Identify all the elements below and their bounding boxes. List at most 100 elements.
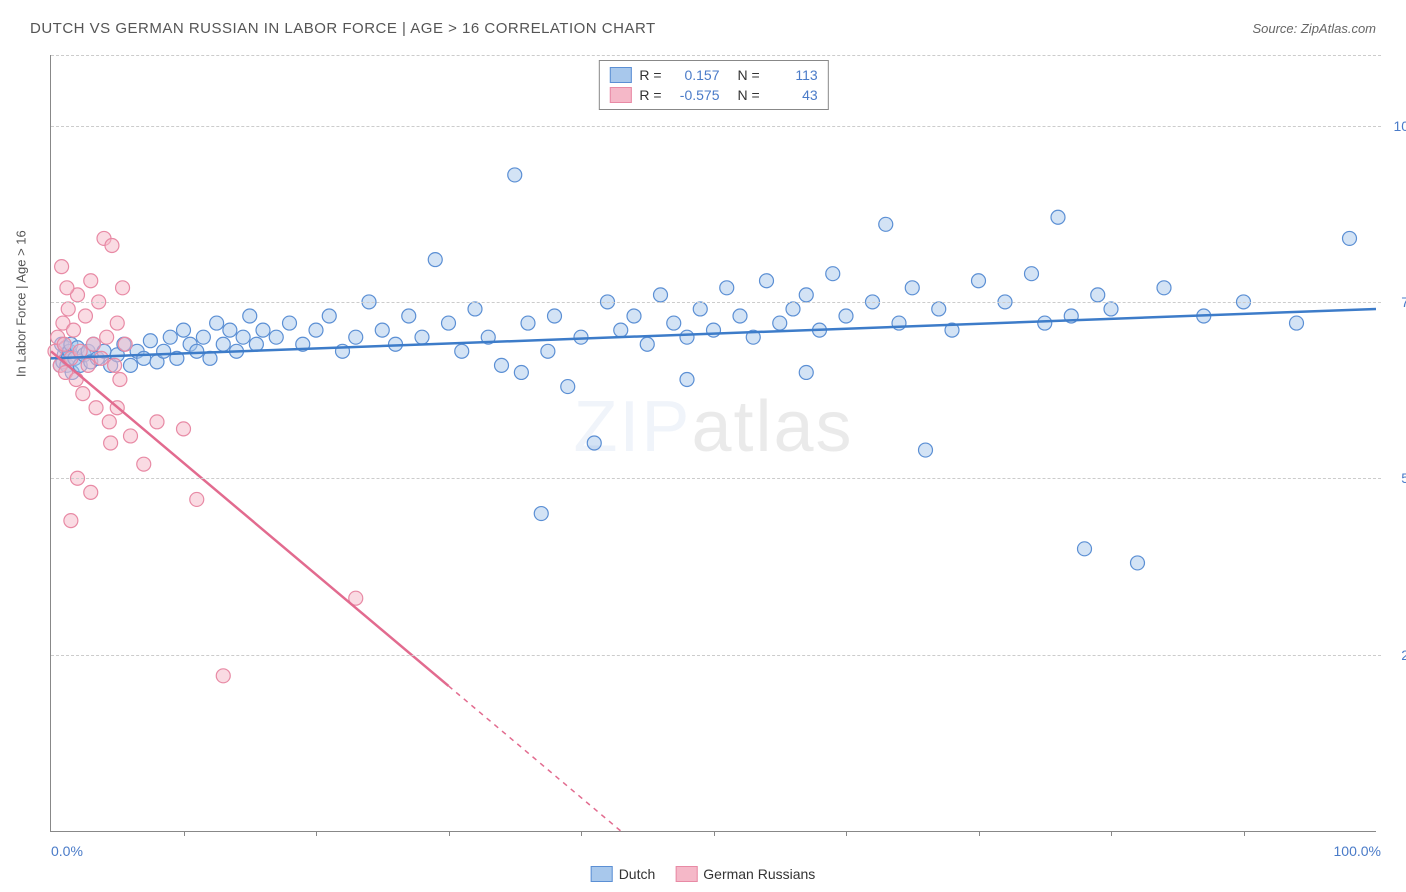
- r-label: R =: [639, 67, 661, 83]
- data-point: [640, 337, 654, 351]
- data-point: [826, 267, 840, 281]
- data-point: [102, 415, 116, 429]
- data-point: [64, 514, 78, 528]
- data-point: [508, 168, 522, 182]
- data-point: [972, 274, 986, 288]
- data-point: [84, 274, 98, 288]
- data-point: [799, 288, 813, 302]
- data-point: [177, 323, 191, 337]
- data-point: [455, 344, 469, 358]
- data-point: [541, 344, 555, 358]
- data-point: [534, 507, 548, 521]
- data-point: [786, 302, 800, 316]
- n-label: N =: [738, 67, 760, 83]
- data-point: [415, 330, 429, 344]
- data-point: [720, 281, 734, 295]
- r-value: 0.157: [670, 67, 720, 83]
- gridline: [51, 655, 1381, 656]
- n-value: 113: [768, 67, 818, 83]
- data-point: [110, 316, 124, 330]
- data-point: [1078, 542, 1092, 556]
- data-point: [256, 323, 270, 337]
- data-point: [116, 281, 130, 295]
- legend-swatch: [609, 87, 631, 103]
- n-label: N =: [738, 87, 760, 103]
- trend-line-dashed: [449, 686, 621, 831]
- data-point: [442, 316, 456, 330]
- data-point: [60, 281, 74, 295]
- y-tick-label: 100.0%: [1394, 118, 1406, 134]
- data-point: [1157, 281, 1171, 295]
- data-point: [104, 436, 118, 450]
- data-point: [137, 457, 151, 471]
- source-label: Source: ZipAtlas.com: [1252, 21, 1376, 36]
- data-point: [375, 323, 389, 337]
- data-point: [839, 309, 853, 323]
- data-point: [67, 323, 81, 337]
- data-point: [1025, 267, 1039, 281]
- gridline: [51, 126, 1381, 127]
- data-point: [309, 323, 323, 337]
- data-point: [108, 358, 122, 372]
- data-point: [124, 358, 138, 372]
- data-point: [78, 309, 92, 323]
- data-point: [190, 492, 204, 506]
- series-legend: Dutch German Russians: [591, 866, 816, 882]
- data-point: [249, 337, 263, 351]
- gridline: [51, 55, 1381, 56]
- data-point: [349, 330, 363, 344]
- chart-area: In Labor Force | Age > 16 25.0%50.0%75.0…: [50, 55, 1376, 832]
- x-tick: [979, 831, 980, 836]
- y-tick-label: 50.0%: [1401, 470, 1406, 486]
- data-point: [654, 288, 668, 302]
- legend-swatch: [609, 67, 631, 83]
- data-point: [799, 365, 813, 379]
- data-point: [216, 669, 230, 683]
- data-point: [932, 302, 946, 316]
- data-point: [94, 351, 108, 365]
- scatter-svg: [51, 55, 1376, 831]
- data-point: [157, 344, 171, 358]
- legend-item: Dutch: [591, 866, 656, 882]
- data-point: [1104, 302, 1118, 316]
- data-point: [680, 373, 694, 387]
- data-point: [514, 365, 528, 379]
- trend-line: [51, 351, 449, 686]
- data-point: [210, 316, 224, 330]
- y-tick-label: 75.0%: [1401, 294, 1406, 310]
- data-point: [55, 260, 69, 274]
- data-point: [177, 422, 191, 436]
- data-point: [521, 316, 535, 330]
- data-point: [428, 253, 442, 267]
- data-point: [137, 351, 151, 365]
- correlation-legend: R = 0.157 N = 113 R = -0.575 N = 43: [598, 60, 828, 110]
- data-point: [86, 337, 100, 351]
- data-point: [69, 373, 83, 387]
- data-point: [680, 330, 694, 344]
- data-point: [1091, 288, 1105, 302]
- data-point: [773, 316, 787, 330]
- data-point: [81, 358, 95, 372]
- data-point: [163, 330, 177, 344]
- x-axis-min-label: 0.0%: [51, 843, 83, 859]
- data-point: [693, 302, 707, 316]
- data-point: [495, 358, 509, 372]
- x-tick: [846, 831, 847, 836]
- data-point: [548, 309, 562, 323]
- data-point: [124, 429, 138, 443]
- data-point: [468, 302, 482, 316]
- data-point: [150, 415, 164, 429]
- x-axis-max-label: 100.0%: [1334, 843, 1381, 859]
- data-point: [733, 309, 747, 323]
- data-point: [61, 302, 75, 316]
- legend-row: R = -0.575 N = 43: [609, 85, 817, 105]
- data-point: [269, 330, 283, 344]
- r-value: -0.575: [670, 87, 720, 103]
- data-point: [879, 217, 893, 231]
- data-point: [561, 380, 575, 394]
- y-tick-label: 25.0%: [1401, 647, 1406, 663]
- data-point: [76, 387, 90, 401]
- data-point: [216, 337, 230, 351]
- data-point: [223, 323, 237, 337]
- data-point: [402, 309, 416, 323]
